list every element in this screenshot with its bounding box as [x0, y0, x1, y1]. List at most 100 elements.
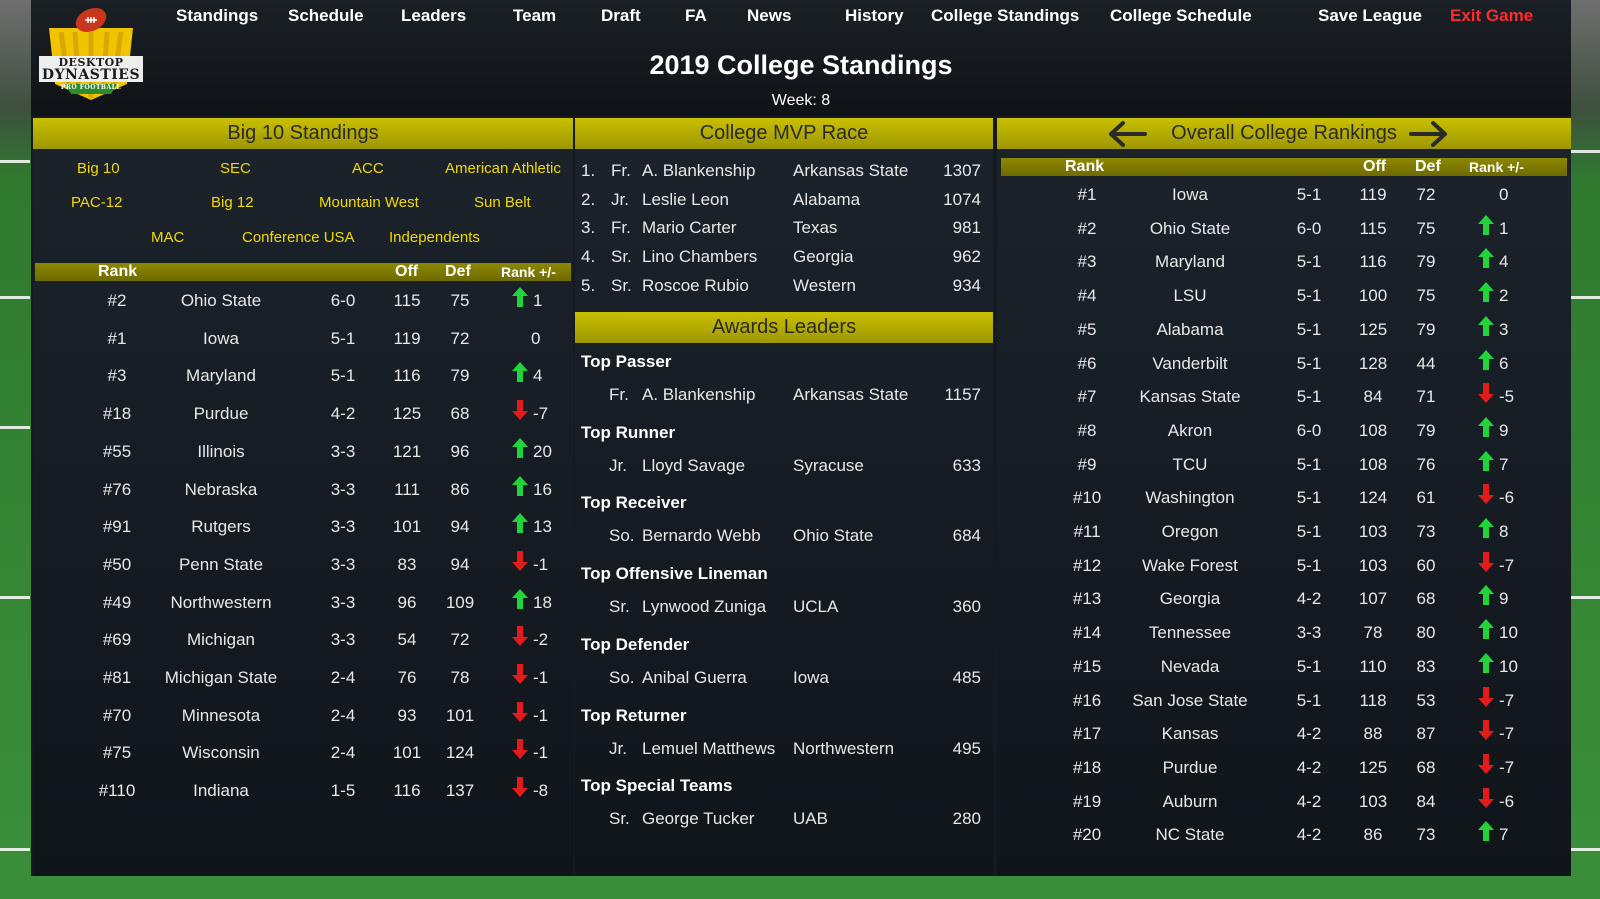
ranking-row[interactable]: #7 Kansas State 5-1 84 71 -5: [997, 382, 1571, 412]
award-leader-row[interactable]: So. Bernardo Webb Ohio State 684: [575, 523, 993, 549]
defense-rating: 68: [450, 404, 470, 424]
nav-history[interactable]: History: [845, 6, 904, 25]
award-leader-row[interactable]: Jr. Lemuel Matthews Northwestern 495: [575, 736, 993, 762]
conference-link[interactable]: PAC-12: [71, 194, 123, 211]
standings-row[interactable]: #69 Michigan 3-3 54 72 -2: [33, 625, 573, 655]
team-name: Nevada: [1160, 656, 1220, 676]
player-name: Leslie Leon: [642, 189, 729, 209]
conference-link[interactable]: Conference USA: [242, 229, 355, 246]
award-value: 280: [952, 809, 981, 829]
ranking-row[interactable]: #17 Kansas 4-2 88 87 -7: [997, 719, 1571, 749]
standings-row[interactable]: #91 Rutgers 3-3 101 94 13: [33, 512, 573, 542]
team-rank: #91: [102, 517, 132, 537]
mvp-row[interactable]: 1. Fr. A. Blankenship Arkansas State 1307: [575, 156, 993, 186]
offense-rating: 100: [1358, 286, 1388, 306]
conference-link[interactable]: Sun Belt: [474, 194, 531, 211]
offense-rating: 101: [392, 743, 422, 763]
award-leader-row[interactable]: Fr. A. Blankenship Arkansas State 1157: [575, 382, 993, 408]
award-value: 495: [952, 738, 981, 758]
ranking-row[interactable]: #15 Nevada 5-1 110 83 10: [997, 652, 1571, 682]
standings-row[interactable]: #76 Nebraska 3-3 111 86 16: [33, 475, 573, 505]
nav-news[interactable]: News: [747, 6, 792, 25]
award-leader-row[interactable]: Sr. George Tucker UAB 280: [575, 806, 993, 832]
ranking-row[interactable]: #20 NC State 4-2 86 73 7: [997, 820, 1571, 850]
ranking-row[interactable]: #2 Ohio State 6-0 115 75 1: [997, 214, 1571, 244]
conference-link[interactable]: Big 10: [77, 160, 120, 177]
standings-row[interactable]: #18 Purdue 4-2 125 68 -7: [33, 399, 573, 429]
mvp-row[interactable]: 4. Sr. Lino Chambers Georgia 962: [575, 242, 993, 272]
team-name: Washington: [1145, 488, 1235, 508]
standings-row[interactable]: #70 Minnesota 2-4 93 101 -1: [33, 701, 573, 731]
player-school: Iowa: [793, 667, 829, 687]
team-record: 4-2: [1296, 589, 1322, 609]
ranking-row[interactable]: #19 Auburn 4-2 103 84 -6: [997, 787, 1571, 817]
standings-row[interactable]: #50 Penn State 3-3 83 94 -1: [33, 550, 573, 580]
nav-draft[interactable]: Draft: [601, 6, 641, 25]
next-rankings-button[interactable]: [1409, 120, 1449, 148]
nav-college-schedule[interactable]: College Schedule: [1110, 6, 1252, 25]
mvp-points: 962: [952, 247, 981, 267]
player-name: Anibal Guerra: [642, 667, 747, 687]
ranking-row[interactable]: #8 Akron 6-0 108 79 9: [997, 416, 1571, 446]
nav-schedule[interactable]: Schedule: [288, 6, 364, 25]
previous-rankings-button[interactable]: [1107, 120, 1147, 148]
standings-row[interactable]: #55 Illinois 3-3 121 96 20: [33, 437, 573, 467]
nav-team[interactable]: Team: [513, 6, 557, 25]
nav-fa[interactable]: FA: [685, 6, 707, 25]
conference-link[interactable]: ACC: [352, 160, 384, 177]
standings-row[interactable]: #1 Iowa 5-1 119 72 0: [33, 324, 573, 354]
ranking-row[interactable]: #9 TCU 5-1 108 76 7: [997, 450, 1571, 480]
conference-link[interactable]: SEC: [220, 160, 251, 177]
award-value: 485: [952, 667, 981, 687]
ranking-row[interactable]: #16 San Jose State 5-1 118 53 -7: [997, 686, 1571, 716]
rank-change: -6: [1499, 488, 1515, 508]
conference-link[interactable]: American Athletic: [445, 160, 561, 177]
team-name: Nebraska: [184, 479, 258, 499]
ranking-row[interactable]: #13 Georgia 4-2 107 68 9: [997, 584, 1571, 614]
ranking-row[interactable]: #5 Alabama 5-1 125 79 3: [997, 315, 1571, 345]
defense-rating: 53: [1416, 690, 1436, 710]
standings-row[interactable]: #2 Ohio State 6-0 115 75 1: [33, 286, 573, 316]
standings-row[interactable]: #81 Michigan State 2-4 76 78 -1: [33, 663, 573, 693]
nav-college-standings[interactable]: College Standings: [931, 6, 1080, 25]
standings-row[interactable]: #49 Northwestern 3-3 96 109 18: [33, 588, 573, 618]
conference-link[interactable]: Mountain West: [319, 194, 419, 211]
up-arrow-icon: [511, 588, 529, 610]
conference-link[interactable]: MAC: [151, 229, 185, 246]
mvp-row[interactable]: 5. Sr. Roscoe Rubio Western 934: [575, 271, 993, 301]
ranking-row[interactable]: #18 Purdue 4-2 125 68 -7: [997, 753, 1571, 783]
ranking-row[interactable]: #14 Tennessee 3-3 78 80 10: [997, 618, 1571, 648]
logo-shield-icon: [39, 7, 143, 100]
team-rank: #3: [1077, 252, 1097, 272]
player-class: Fr.: [609, 385, 629, 404]
ranking-row[interactable]: #6 Vanderbilt 5-1 128 44 6: [997, 349, 1571, 379]
ranking-row[interactable]: #1 Iowa 5-1 119 72 0: [997, 180, 1571, 210]
award-leader-row[interactable]: Jr. Lloyd Savage Syracuse 633: [575, 453, 993, 479]
ranking-row[interactable]: #11 Oregon 5-1 103 73 8: [997, 517, 1571, 547]
standings-row[interactable]: #75 Wisconsin 2-4 101 124 -1: [33, 738, 573, 768]
standings-row[interactable]: #3 Maryland 5-1 116 79 4: [33, 361, 573, 391]
rankings-table-header: Rank Off Def Rank +/-: [1001, 158, 1567, 176]
award-leader-row[interactable]: So. Anibal Guerra Iowa 485: [575, 665, 993, 691]
down-arrow-icon: [511, 550, 529, 572]
team-name: Rutgers: [191, 517, 251, 537]
ranking-row[interactable]: #4 LSU 5-1 100 75 2: [997, 281, 1571, 311]
conference-link[interactable]: Big 12: [211, 194, 254, 211]
award-leader-row[interactable]: Sr. Lynwood Zuniga UCLA 360: [575, 594, 993, 620]
standings-row[interactable]: #110 Indiana 1-5 116 137 -8: [33, 776, 573, 806]
mvp-row[interactable]: 2. Jr. Leslie Leon Alabama 1074: [575, 185, 993, 215]
team-name: Kansas State: [1139, 387, 1241, 407]
nav-leaders[interactable]: Leaders: [401, 6, 467, 25]
nav-standings[interactable]: Standings: [176, 6, 259, 25]
ranking-row[interactable]: #3 Maryland 5-1 116 79 4: [997, 247, 1571, 277]
mvp-row[interactable]: 3. Fr. Mario Carter Texas 981: [575, 213, 993, 243]
ranking-row[interactable]: #12 Wake Forest 5-1 103 60 -7: [997, 551, 1571, 581]
game-logo[interactable]: DESKTOP DYNASTIES PRO FOOTBALL: [35, 4, 147, 104]
defense-rating: 72: [450, 630, 470, 650]
save-league-button[interactable]: Save League: [1318, 6, 1422, 25]
exit-game-button[interactable]: Exit Game: [1450, 6, 1534, 25]
ranking-row[interactable]: #10 Washington 5-1 124 61 -6: [997, 483, 1571, 513]
awards-panel-title: Awards Leaders: [575, 312, 993, 343]
conference-link[interactable]: Independents: [389, 229, 480, 246]
down-arrow-icon: [1477, 382, 1495, 404]
